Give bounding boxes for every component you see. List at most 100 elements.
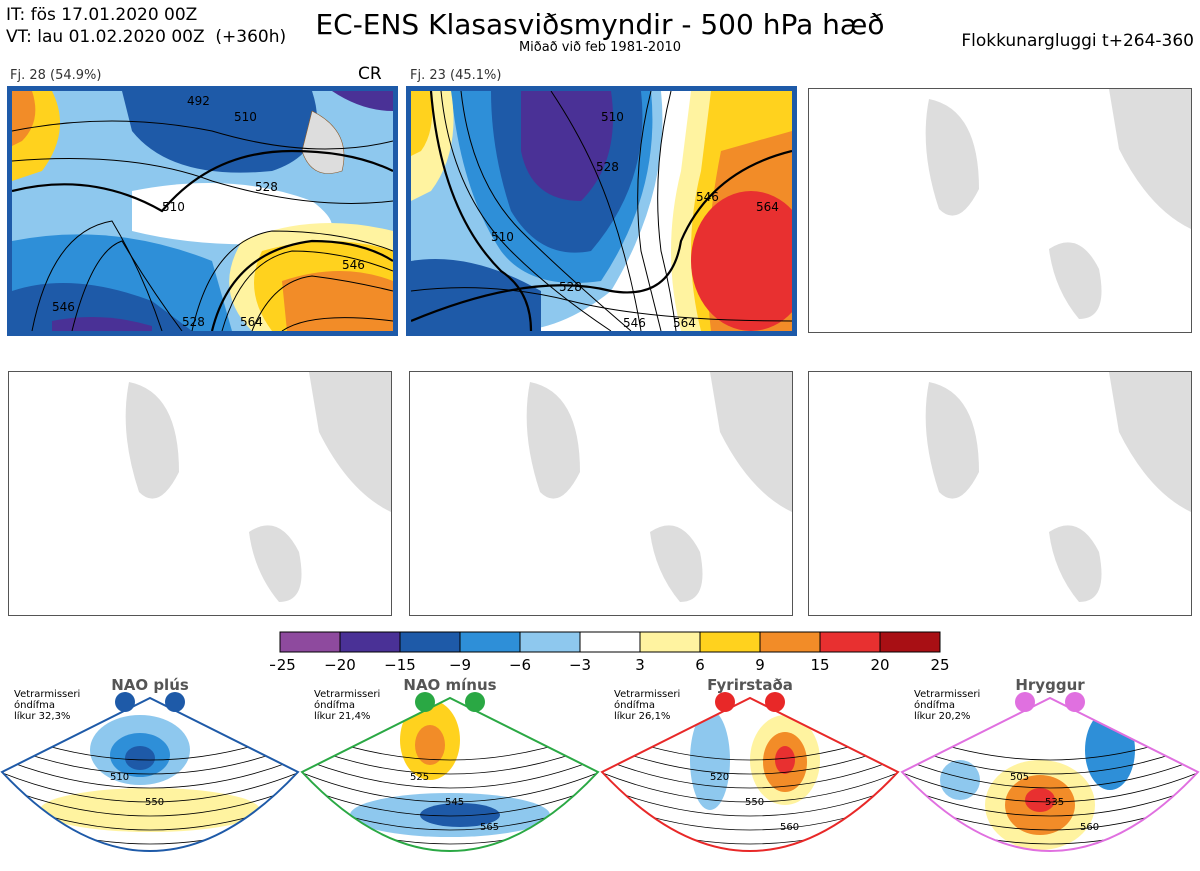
- regime-marker-dot: [1065, 692, 1085, 712]
- height-contour: [602, 771, 898, 803]
- regime-map: 505 535 560: [900, 692, 1200, 870]
- regime-note: Vetrarmisseri óndífma líkur 32,3%: [14, 689, 80, 722]
- colorbar-swatch: [699, 631, 761, 653]
- regime-marker-dot: [765, 692, 785, 712]
- regime-marker-dot: [165, 692, 185, 712]
- anomaly-blob: [775, 746, 795, 774]
- regime-contour-label: 510: [110, 772, 129, 783]
- height-contour: [2, 841, 298, 851]
- regime-contour-label: 560: [780, 822, 799, 833]
- colorbar-swatch: [459, 631, 521, 653]
- regime-note-line: líkur 32,3%: [14, 711, 71, 722]
- regime-contour-label: 520: [710, 772, 729, 783]
- valid-time: VT: lau 01.02.2020 00Z (+360h): [6, 27, 287, 47]
- regime-note-line: Vetrarmisseri: [314, 689, 381, 700]
- height-contour: [302, 743, 598, 775]
- regime-note-line: Vetrarmisseri: [14, 689, 81, 700]
- regime-note-line: óndífma: [614, 700, 655, 711]
- page-subtitle: Miðað við feb 1981-2010: [518, 40, 682, 55]
- empty-map-3: [808, 88, 1192, 333]
- height-contour: [602, 827, 898, 851]
- regime-title: NAO plús: [111, 676, 189, 694]
- empty-map-6: [808, 371, 1192, 616]
- regime-contour-label: 550: [745, 797, 764, 808]
- contour-label: 492: [187, 94, 210, 108]
- contour-label: 564: [673, 316, 696, 330]
- regime-marker-dot: [115, 692, 135, 712]
- regime-outline: [600, 696, 900, 852]
- height-contour: [602, 813, 898, 845]
- height-contour: [602, 785, 898, 817]
- regime-map: 520 550 560: [600, 692, 900, 870]
- colorbar-swatch: [579, 631, 641, 653]
- regime-note-line: Vetrarmisseri: [614, 689, 681, 700]
- regime-contour-label: 545: [445, 797, 464, 808]
- height-contour: [600, 856, 900, 870]
- height-contour: [302, 785, 598, 817]
- height-contour: [902, 729, 1198, 761]
- colorbar-swatch: [279, 631, 341, 653]
- regime-contour-label: 505: [1010, 772, 1029, 783]
- colorbar-tick-label: 9: [755, 656, 765, 674]
- anomaly-blob: [940, 760, 980, 800]
- contour-label: 510: [491, 230, 514, 244]
- contour-label: 528: [182, 315, 205, 329]
- height-contour: [602, 757, 898, 789]
- regime-map: 510 550: [0, 692, 300, 852]
- colorbar-tick-label: 20: [870, 656, 889, 674]
- height-contour: [2, 771, 298, 803]
- contour-label: 510: [234, 110, 257, 124]
- height-contour: [602, 841, 898, 851]
- anomaly-blob: [40, 788, 260, 832]
- contour-label: 528: [255, 180, 278, 194]
- cluster-map-1-svg: 492 510 510 528 546 546 528 564: [12, 91, 393, 331]
- regime-title: NAO mínus: [403, 676, 497, 694]
- height-contour: [902, 743, 1198, 775]
- classification-window: Flokkunargluggi t+264-360: [961, 31, 1194, 51]
- panel1-badge: CR: [358, 64, 382, 84]
- contour-label: 546: [342, 258, 365, 272]
- anomaly-blob: [125, 746, 155, 770]
- regime-marker-dot: [465, 692, 485, 712]
- colorbar-tick-label: 6: [695, 656, 705, 674]
- height-contour: [902, 771, 1198, 803]
- regime-note: Vetrarmisseri óndífma líkur 21,4%: [314, 689, 380, 722]
- contour-label: 528: [559, 280, 582, 294]
- regime-title: Hryggur: [1015, 676, 1085, 694]
- regime-note: Vetrarmisseri óndífma líkur 26,1%: [614, 689, 680, 722]
- regime-note: Vetrarmisseri óndífma líkur 20,2%: [914, 689, 980, 722]
- height-contour: [300, 856, 600, 870]
- height-contour: [902, 757, 1198, 789]
- contour-label: 510: [162, 200, 185, 214]
- regime-note-line: Vetrarmisseri: [914, 689, 981, 700]
- height-contour: [900, 856, 1200, 870]
- panel1-label: Fj. 28 (54.9%): [10, 68, 102, 83]
- regime-note-line: líkur 21,4%: [314, 711, 371, 722]
- height-contour: [602, 729, 898, 761]
- regime-title: Fyrirstaða: [707, 676, 793, 694]
- colorbar-swatch: [759, 631, 821, 653]
- regime-marker-dot: [715, 692, 735, 712]
- colorbar: −25 −20 −15 −9 −6 −3 3 6 9 15 20 25: [270, 631, 950, 674]
- regime-marker-dot: [1015, 692, 1035, 712]
- anomaly-blob: [1025, 788, 1055, 812]
- colorbar-swatch: [339, 631, 401, 653]
- colorbar-tick-label: −25: [270, 656, 296, 674]
- colorbar-tick-label: −20: [324, 656, 356, 674]
- regime-contour-label: 560: [1080, 822, 1099, 833]
- height-contour: [2, 827, 298, 851]
- height-contour: [302, 841, 598, 851]
- regime-outline: [900, 696, 1200, 852]
- contour-label: 528: [596, 160, 619, 174]
- regime-note-line: óndífma: [914, 700, 955, 711]
- regime-note-line: líkur 26,1%: [614, 711, 671, 722]
- cluster-map-1: 492 510 510 528 546 546 528 564: [7, 86, 398, 336]
- panel2-label: Fj. 23 (45.1%): [410, 68, 502, 83]
- colorbar-tick-label: −15: [384, 656, 416, 674]
- empty-map-5: [409, 371, 793, 616]
- height-contour: [2, 757, 298, 789]
- regime-contour-label: 550: [145, 797, 164, 808]
- colorbar-swatch: [399, 631, 461, 653]
- cluster-map-2: 510 528 510 546 564 528 546 564: [406, 86, 797, 336]
- regime-contour-label: 525: [410, 772, 429, 783]
